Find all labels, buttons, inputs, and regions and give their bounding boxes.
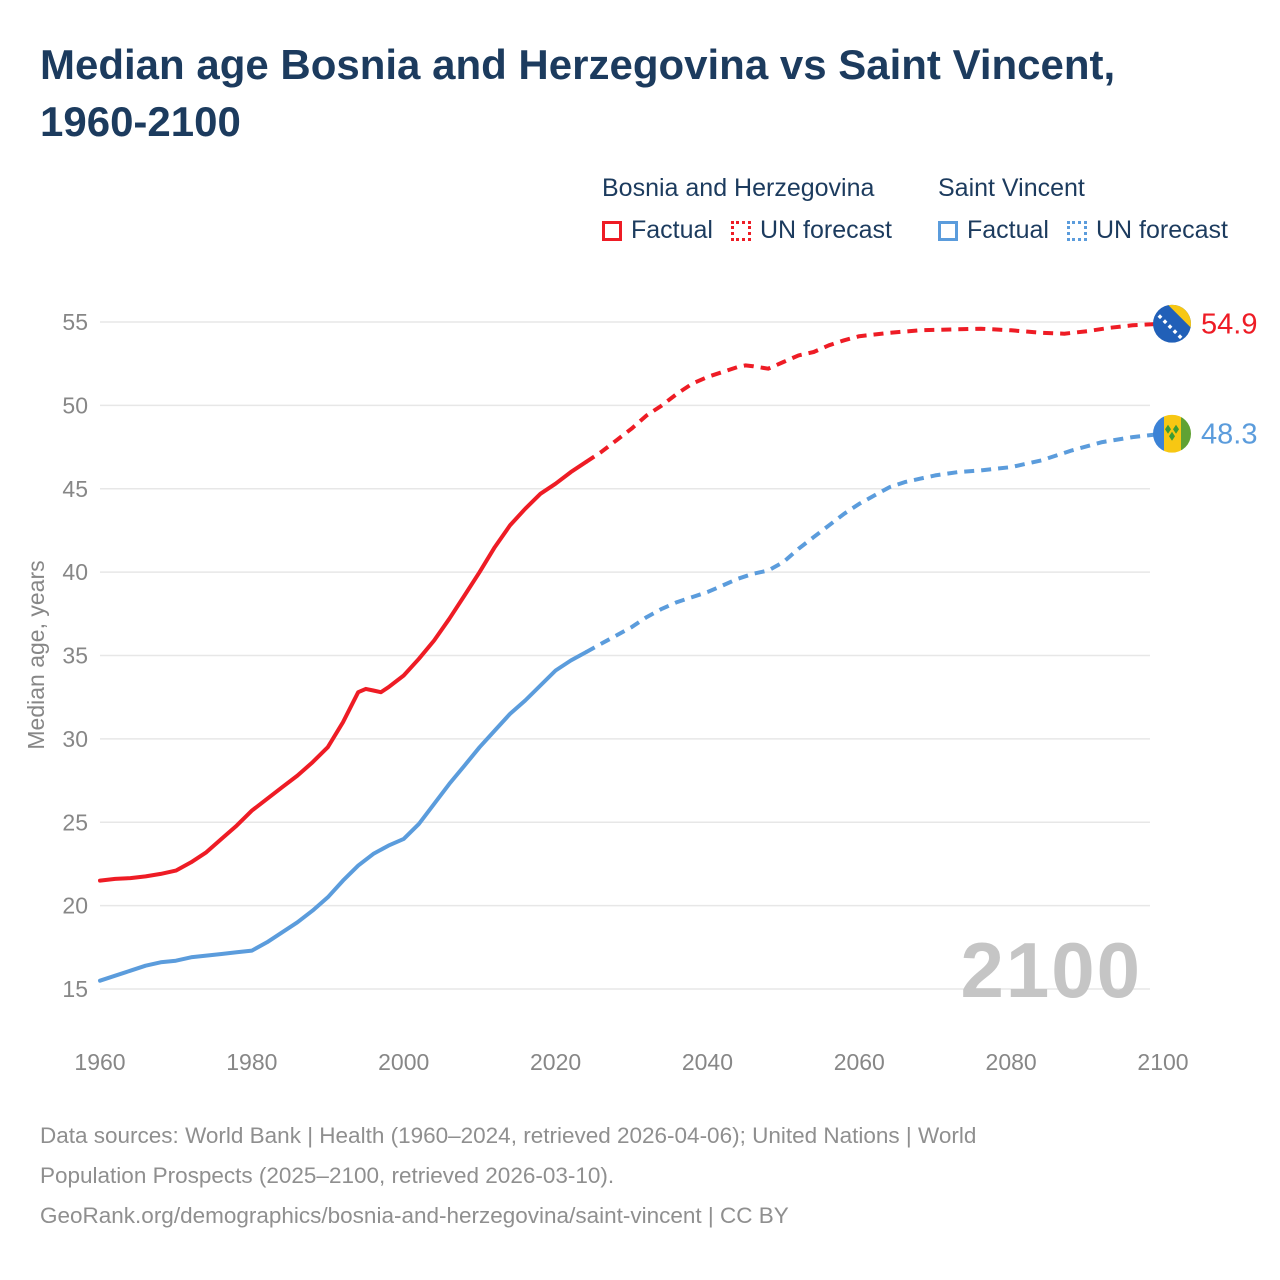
y-tick-label-20: 20 (62, 893, 88, 919)
bosnia-end-value-label: 54.9 (1201, 309, 1257, 341)
legend-label-bosnia-forecast: UN forecast (759, 216, 892, 244)
legend-group-bosnia-title: Bosnia and Herzegovina (602, 174, 875, 202)
bosnia-and-herzegovina-flag-icon (1153, 304, 1191, 343)
series-line-saint-vincent-un-forecast (584, 431, 1164, 654)
y-tick-label-50: 50 (62, 392, 88, 418)
legend-group-saint-vincent-title: Saint Vincent (938, 174, 1085, 202)
saint-vincent-flag-icon (1153, 414, 1191, 453)
series-line-saint-vincent-factual (98, 650, 588, 983)
y-tick-label-30: 30 (62, 726, 88, 752)
chart-title: Median age Bosnia and Herzegovina vs Sai… (40, 36, 1220, 150)
legend-swatch-bosnia-forecast (730, 220, 751, 241)
legend-item-saint-vincent-forecast: UN forecast (1066, 216, 1228, 245)
x-tick-label-2020: 2020 (530, 1049, 581, 1075)
year-watermark: 2100 (960, 926, 1142, 1014)
x-tick-label-1980: 1980 (226, 1049, 277, 1075)
legend-swatch-saint-vincent-factual (938, 220, 958, 241)
footer-line-2: Population Prospects (2025–2100, retriev… (40, 1163, 615, 1188)
y-tick-label-35: 35 (62, 643, 88, 669)
x-tick-label-2100: 2100 (1137, 1049, 1188, 1075)
legend-label-bosnia-factual: Factual (631, 216, 713, 244)
y-tick-label-15: 15 (62, 976, 88, 1002)
x-tick-label-2080: 2080 (986, 1049, 1037, 1075)
saint-vincent-end-value-label: 48.3 (1201, 419, 1257, 451)
y-tick-label-45: 45 (62, 476, 88, 502)
series-lines (98, 321, 1164, 983)
legend-group-saint-vincent: Saint Vincent Factual UN forecast (938, 174, 1228, 245)
x-tick-label-2040: 2040 (682, 1049, 733, 1075)
footer-line-1: Data sources: World Bank | Health (1960–… (40, 1123, 977, 1148)
legend-item-bosnia-factual: Factual (602, 216, 713, 245)
x-tick-label-1960: 1960 (74, 1049, 125, 1075)
y-tick-label-40: 40 (62, 559, 88, 585)
x-tick-label-2000: 2000 (378, 1049, 429, 1075)
legend-item-bosnia-forecast: UN forecast (730, 216, 892, 245)
legend-swatch-bosnia-factual (602, 220, 622, 241)
y-tick-label-25: 25 (62, 809, 88, 835)
axis-tick-labels: 15 20 25 30 35 40 45 50 55 1960 1980 2000 2020 2040 20… (62, 309, 1188, 1075)
footer-line-3: GeoRank.org/demographics/bosnia-and-herz… (40, 1203, 789, 1228)
chart-title-line-1: Median age Bosnia and Herzegovina vs Sai… (40, 41, 1116, 88)
chart-title-line-2: 1960-2100 (40, 98, 241, 145)
legend-group-bosnia: Bosnia and Herzegovina Factual UN foreca… (602, 174, 892, 245)
legend-swatch-saint-vincent-forecast (1066, 220, 1087, 241)
gridlines (100, 321, 1150, 990)
footer-source-note: Data sources: World Bank | Health (1960–… (40, 1116, 1200, 1236)
y-axis-title: Median age, years (23, 560, 49, 749)
legend-label-saint-vincent-forecast: UN forecast (1095, 216, 1228, 244)
legend-label-saint-vincent-factual: Factual (967, 216, 1049, 244)
series-line-bosnia-and-herzegovina-factual (98, 460, 588, 883)
y-tick-label-55: 55 (62, 309, 88, 335)
x-tick-label-2060: 2060 (834, 1049, 885, 1075)
legend-item-saint-vincent-factual: Factual (938, 216, 1049, 245)
series-line-bosnia-and-herzegovina-un-forecast (584, 321, 1164, 464)
